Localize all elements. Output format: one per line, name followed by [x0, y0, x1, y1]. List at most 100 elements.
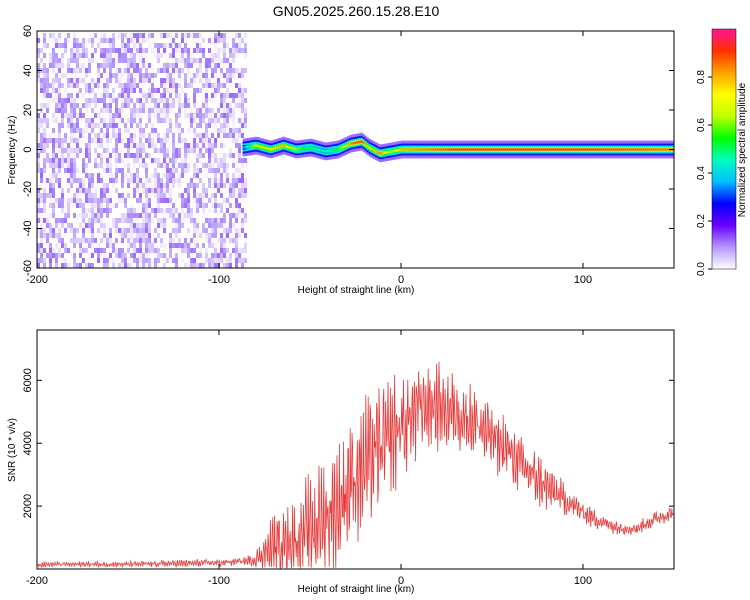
- spectrogram-cell: [196, 33, 199, 38]
- spectrogram-cell: [199, 153, 202, 158]
- spectrogram-cell: [103, 68, 106, 73]
- spectrogram-cell: [163, 68, 166, 73]
- spectrogram-cell: [127, 98, 130, 103]
- spectrogram-cell: [175, 163, 178, 168]
- spectrogram-cell: [61, 208, 64, 213]
- spectrogram-cell: [73, 128, 76, 133]
- spectrogram-ridge-cell: [434, 148, 437, 151]
- spectrogram-cell: [223, 253, 226, 258]
- spectrogram-cell: [43, 43, 46, 48]
- spectrogram-cell: [187, 83, 190, 88]
- spectrogram-cell: [55, 153, 58, 158]
- spectrogram-ridge-cell: [626, 148, 629, 151]
- spectrogram-cell: [55, 98, 58, 103]
- spectrogram-cell: [121, 38, 124, 43]
- spectrogram-cell: [55, 208, 58, 213]
- spectrogram-cell: [139, 233, 142, 238]
- spectrogram-cell: [46, 103, 49, 108]
- spectrogram-cell: [202, 213, 205, 218]
- spectrogram-cell: [238, 43, 241, 48]
- spectrogram-cell: [169, 103, 172, 108]
- spectrogram-cell: [85, 53, 88, 58]
- spectrogram-cell: [85, 223, 88, 228]
- spectrogram-cell: [160, 178, 163, 183]
- spectrogram-cell: [106, 88, 109, 93]
- spectrogram-cell: [148, 133, 151, 138]
- spectrogram-cell: [238, 228, 241, 233]
- spectrogram-cell: [220, 183, 223, 188]
- spectrogram-cell: [52, 173, 55, 178]
- spectrogram-cell: [127, 68, 130, 73]
- spectrogram-cell: [169, 243, 172, 248]
- spectrogram-ridge-cell: [326, 149, 329, 153]
- spectrogram-cell: [121, 258, 124, 263]
- spectrogram-cell: [193, 198, 196, 203]
- spectrogram-cell: [58, 233, 61, 238]
- spectrogram-cell: [184, 188, 187, 193]
- spectrogram-cell: [127, 228, 130, 233]
- spectrogram-cell: [103, 233, 106, 238]
- spectrogram-cell: [67, 223, 70, 228]
- spectrogram-cell: [91, 203, 94, 208]
- spectrogram-cell: [172, 213, 175, 218]
- spectrogram-cell: [61, 73, 64, 78]
- spectrogram-cell: [64, 218, 67, 223]
- spectrogram-cell: [64, 168, 67, 173]
- spectrogram-cell: [160, 43, 163, 48]
- snr-x-tick-label: 100: [574, 575, 592, 587]
- spectrogram-cell: [202, 203, 205, 208]
- spectrogram-cell: [238, 153, 241, 158]
- spectrogram-cell: [37, 143, 40, 148]
- spectrogram-ridge-cell: [312, 147, 315, 150]
- spectrogram-cell: [67, 163, 70, 168]
- spectrogram-cell: [88, 93, 91, 98]
- spectrogram-cell: [52, 228, 55, 233]
- spectrogram-cell: [103, 168, 106, 173]
- spectrogram-cell: [133, 78, 136, 83]
- spectrogram-ridge-cell: [470, 148, 473, 151]
- spectrogram-cell: [70, 128, 73, 133]
- spectrogram-cell: [133, 73, 136, 78]
- spectrogram-cell: [172, 173, 175, 178]
- spectrogram-cell: [214, 243, 217, 248]
- spectrogram-cell: [73, 68, 76, 73]
- spectrogram-cell: [61, 253, 64, 258]
- spectrogram-cell: [37, 148, 40, 153]
- spectrogram-cell: [244, 238, 247, 243]
- spectrogram-cell: [133, 243, 136, 248]
- spectrogram-cell: [175, 128, 178, 133]
- spectrogram-cell: [106, 133, 109, 138]
- spectrogram-cell: [190, 78, 193, 83]
- spectrogram-cell: [58, 68, 61, 73]
- spectrogram-cell: [70, 263, 73, 268]
- spectrogram-cell: [43, 83, 46, 88]
- spectrogram-ridge-cell: [646, 148, 649, 151]
- spectrogram-cell: [160, 183, 163, 188]
- spectrogram-cell: [82, 158, 85, 163]
- spectrogram-cell: [172, 148, 175, 153]
- spectrogram-cell: [220, 113, 223, 118]
- spectrogram-cell: [193, 173, 196, 178]
- spectrogram-cell: [106, 208, 109, 213]
- spectrogram-cell: [43, 258, 46, 263]
- spectrogram-cell: [73, 123, 76, 128]
- spectrogram-cell: [142, 223, 145, 228]
- spectrogram-cell: [85, 128, 88, 133]
- spectrogram-ridge-cell: [592, 148, 595, 151]
- spectrogram-cell: [133, 223, 136, 228]
- spectrogram-cell: [196, 203, 199, 208]
- spectrogram-cell: [136, 258, 139, 263]
- spectrogram-cell: [175, 123, 178, 128]
- spectrogram-cell: [244, 88, 247, 93]
- spectrogram-cell: [238, 133, 241, 138]
- spectrogram-cell: [139, 133, 142, 138]
- spectrogram-cell: [37, 123, 40, 128]
- spectrogram-cell: [238, 118, 241, 123]
- spectrogram-cell: [127, 168, 130, 173]
- spectrogram-cell: [193, 183, 196, 188]
- spectrogram-cell: [232, 208, 235, 213]
- spectrogram-cell: [244, 113, 247, 118]
- spectrogram-cell: [94, 113, 97, 118]
- spectrogram-cell: [64, 173, 67, 178]
- spectrogram-cell: [58, 183, 61, 188]
